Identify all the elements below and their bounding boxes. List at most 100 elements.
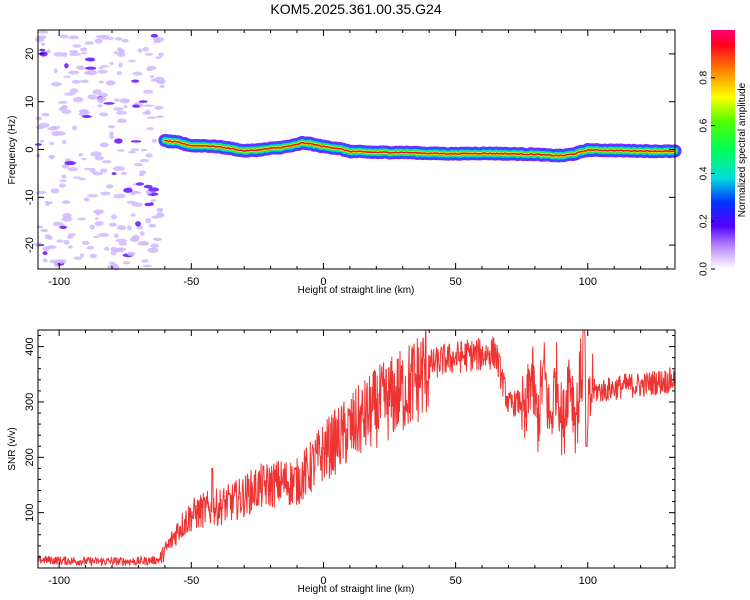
snr-x-axis-label: Height of straight line (km): [298, 584, 415, 595]
noise-blob: [128, 59, 136, 63]
noise-blob: [81, 157, 87, 161]
noise-blob: [139, 158, 150, 163]
noise-blob: [100, 191, 111, 196]
noise-blob: [61, 216, 73, 222]
noise-blob: [61, 174, 67, 179]
noise-blob: [41, 112, 50, 117]
noise-blob: [148, 187, 160, 192]
noise-blob: [152, 138, 157, 143]
noise-blob: [92, 89, 102, 95]
noise-blob: [146, 116, 157, 119]
noise-blob: [64, 161, 76, 166]
noise-blob: [136, 225, 144, 230]
spectrogram-x-ticks: -100 -50 0 50 100: [48, 30, 668, 288]
noise-blob: [69, 49, 79, 54]
noise-blob: [94, 217, 99, 220]
noise-blob: [39, 122, 50, 128]
noise-blob: [36, 225, 44, 229]
x-tick-label: -100: [48, 575, 70, 587]
noise-blob: [89, 167, 96, 174]
noise-blob: [106, 184, 114, 189]
noise-blob: [77, 217, 86, 221]
noise-blob: [109, 131, 114, 135]
noise-blob: [98, 80, 105, 84]
noise-blob: [80, 51, 87, 55]
noise-blob: [110, 214, 118, 220]
colorbar-gradient: [711, 30, 735, 269]
noise-blob: [51, 130, 61, 137]
noise-blob: [117, 51, 126, 58]
noise-blob: [84, 66, 97, 70]
noise-blob: [41, 42, 46, 46]
chart-title: KOM5.2025.361.00.35.G24: [270, 1, 441, 17]
noise-blob: [112, 166, 125, 171]
noise-blob: [61, 109, 72, 115]
colorbar-tick-label: 0.8: [699, 70, 710, 84]
noise-blob: [159, 85, 165, 88]
noise-blob: [126, 200, 136, 204]
noise-blob: [61, 200, 71, 205]
noise-blob: [109, 61, 114, 66]
noise-blob: [59, 225, 67, 229]
noise-blob: [116, 118, 127, 124]
noise-blob: [62, 164, 70, 169]
y-tick-label: 10: [24, 96, 36, 108]
colorbar-tick-label: 0.2: [699, 214, 710, 228]
noise-blob: [89, 253, 97, 259]
noise-blob: [132, 71, 143, 76]
y-tick-label: 200: [24, 448, 36, 466]
noise-blob: [44, 234, 51, 240]
noise-blob: [80, 47, 88, 52]
noise-blob: [142, 264, 152, 268]
x-tick-label: 0: [320, 276, 326, 288]
x-tick-label: 100: [579, 276, 597, 288]
noise-blob: [123, 187, 133, 193]
noise-blob: [108, 261, 116, 265]
noise-blob: [150, 243, 160, 248]
noise-blob: [38, 30, 49, 34]
noise-blob: [151, 215, 160, 219]
noise-blob: [53, 68, 58, 74]
noise-blob: [114, 138, 123, 144]
noise-blob: [94, 220, 104, 227]
snr-frame: [37, 329, 676, 569]
noise-blob: [149, 202, 154, 206]
noise-blob: [113, 193, 126, 199]
noise-blob: [79, 253, 85, 258]
noise-blob: [150, 34, 159, 38]
spectrogram-y-axis-label: Frequency (Hz): [7, 116, 18, 185]
ridge-core-red: [164, 139, 676, 157]
noise-blob: [72, 125, 78, 131]
noise-blob: [147, 247, 159, 253]
noise-blob: [152, 237, 163, 241]
noise-blob: [116, 110, 127, 115]
noise-blob: [52, 221, 64, 227]
noise-blob: [42, 251, 48, 256]
noise-blob: [150, 199, 156, 202]
noise-blob: [119, 98, 130, 104]
noise-blob: [146, 127, 154, 131]
noise-blob: [35, 190, 47, 195]
noise-blob: [73, 176, 81, 179]
noise-blob: [51, 82, 62, 87]
noise-blob: [59, 179, 68, 182]
noise-blob: [118, 62, 123, 68]
noise-blob: [126, 225, 132, 231]
noise-blob: [121, 38, 129, 43]
noise-blob: [73, 256, 83, 260]
snr-x-ticks: -100 -50 0 50 100: [48, 330, 668, 587]
noise-blob: [154, 105, 164, 110]
noise-blob: [110, 250, 117, 256]
y-tick-label: 0: [24, 146, 36, 152]
noise-blob: [72, 44, 82, 48]
x-tick-label: 50: [449, 276, 461, 288]
snr-plot-area: [37, 329, 676, 568]
y-tick-label: -20: [24, 237, 36, 253]
colorbar-label: Normalized spectral amplitude: [737, 82, 748, 217]
noise-blob: [40, 228, 49, 233]
noise-blob: [132, 104, 140, 108]
noise-blob: [131, 202, 143, 208]
noise-blob: [113, 51, 118, 55]
noise-blob: [90, 151, 102, 157]
noise-blob: [84, 57, 96, 62]
